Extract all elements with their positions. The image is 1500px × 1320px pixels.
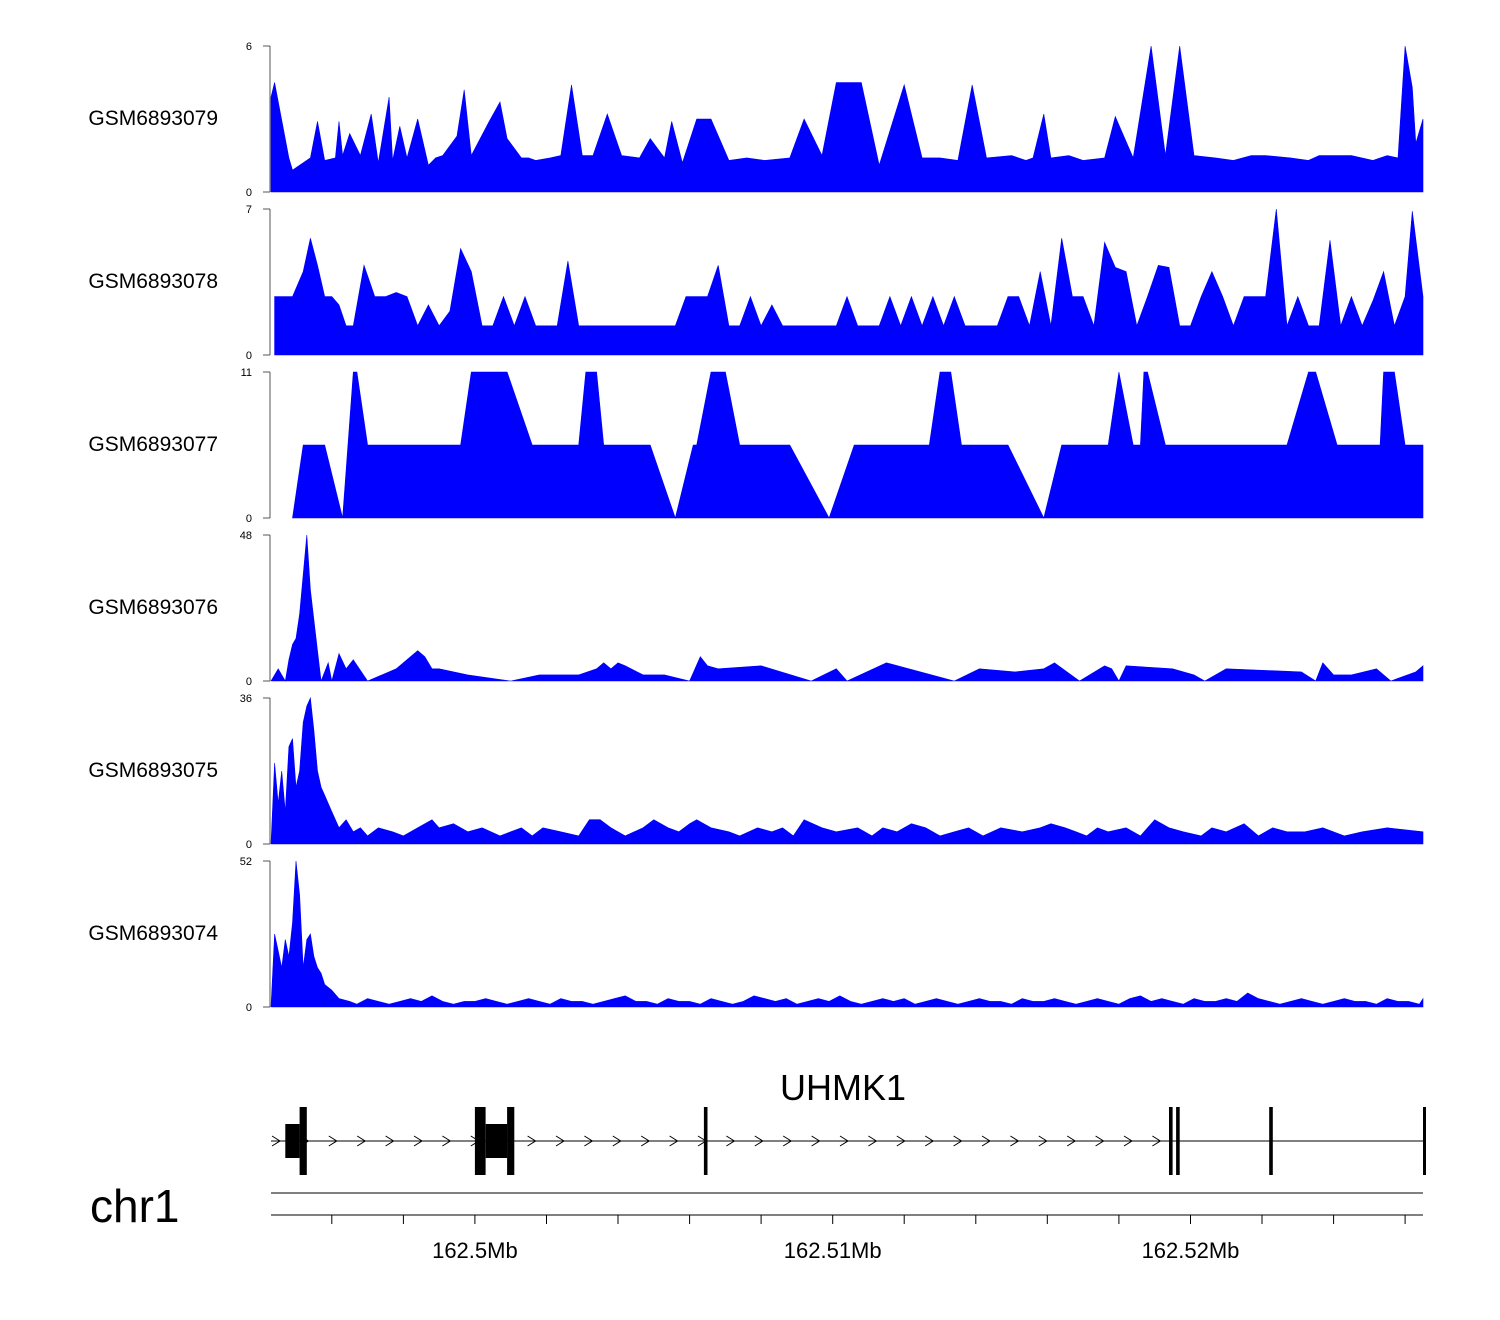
y-tick-label-min: 0	[246, 676, 252, 688]
utr-block	[285, 1124, 300, 1158]
utr-block	[1423, 1124, 1426, 1158]
y-tick-label-min: 0	[246, 187, 252, 199]
coverage-area	[270, 696, 1424, 845]
coverage-area	[292, 371, 1424, 520]
utr-block	[485, 1124, 508, 1158]
track-GSM6893077: GSM6893077 11 0	[88, 367, 1424, 525]
strand-arrow	[1123, 1135, 1133, 1147]
strand-arrow	[385, 1135, 395, 1147]
axis-tick-label: 162.51Mb	[784, 1238, 882, 1263]
strand-arrow	[640, 1135, 651, 1147]
strand-arrow	[555, 1135, 565, 1147]
exon-block	[507, 1107, 515, 1175]
y-tick-label-min: 0	[246, 839, 252, 851]
track-label: GSM6893076	[88, 596, 218, 619]
strand-arrows	[271, 1135, 1162, 1147]
axis-ticks: 162.5Mb 162.51Mb 162.52Mb	[331, 1215, 1406, 1263]
coverage-area	[274, 208, 1424, 356]
genome-axis: 162.5Mb 162.51Mb 162.52Mb chr1	[90, 1180, 1423, 1263]
gene-name-label: UHMK1	[780, 1067, 906, 1108]
strand-arrow	[754, 1135, 764, 1147]
strand-arrow	[413, 1135, 423, 1147]
strand-arrow	[953, 1135, 963, 1147]
track-GSM6893076: GSM6893076 48 0	[88, 530, 1424, 688]
strand-arrow	[271, 1135, 281, 1147]
strand-arrow	[1152, 1135, 1162, 1147]
strand-arrow	[868, 1135, 878, 1147]
y-tick-label-max: 36	[240, 693, 252, 705]
strand-arrow	[584, 1135, 594, 1147]
strand-arrow	[782, 1135, 793, 1147]
exon-block	[474, 1107, 486, 1175]
coverage-area	[270, 860, 1424, 1008]
y-tick-label-max: 6	[246, 41, 252, 53]
exon-block	[703, 1107, 708, 1175]
y-tick-label-min: 0	[246, 513, 252, 525]
strand-arrow	[924, 1135, 935, 1147]
axis-tick-label: 162.5Mb	[432, 1238, 518, 1263]
track-label: GSM6893078	[88, 270, 218, 293]
exon-block	[1176, 1107, 1180, 1175]
track-label: GSM6893077	[88, 433, 218, 456]
y-tick-label-max: 7	[246, 204, 252, 216]
coverage-area	[270, 45, 1424, 193]
y-tick-label-max: 11	[241, 367, 252, 379]
gene-exons	[285, 1107, 1426, 1175]
coverage-area	[270, 534, 1424, 682]
strand-arrow	[981, 1135, 991, 1147]
track-GSM6893075: GSM6893075 36 0	[88, 693, 1424, 851]
strand-arrow	[811, 1135, 821, 1147]
y-tick-label-min: 0	[246, 1002, 252, 1014]
strand-arrow	[612, 1135, 622, 1147]
y-tick-label-max: 48	[240, 530, 252, 542]
strand-arrow	[1038, 1135, 1048, 1147]
chromosome-label: chr1	[90, 1180, 179, 1232]
coverage-tracks: GSM689307960GSM689307870GSM6893077110GSM…	[88, 41, 1424, 1014]
axis-tick-label: 162.52Mb	[1142, 1238, 1240, 1263]
track-label: GSM6893074	[88, 922, 218, 945]
track-label: GSM6893079	[88, 107, 218, 130]
track-GSM6893074: GSM6893074 52 0	[88, 856, 1424, 1014]
strand-arrow	[442, 1135, 452, 1147]
exon-block	[1269, 1107, 1273, 1175]
y-tick-label-max: 52	[240, 856, 252, 868]
strand-arrow	[356, 1135, 367, 1147]
track-GSM6893079: GSM6893079 6 0	[88, 41, 1424, 199]
strand-arrow	[1066, 1135, 1077, 1147]
y-tick-label-min: 0	[246, 350, 252, 362]
exon-block	[299, 1107, 307, 1175]
exon-block	[1169, 1107, 1173, 1175]
track-GSM6893078: GSM6893078 7 0	[88, 204, 1424, 362]
track-label: GSM6893075	[88, 759, 218, 782]
strand-arrow	[669, 1135, 679, 1147]
strand-arrow	[1095, 1135, 1105, 1147]
strand-arrow	[896, 1135, 906, 1147]
strand-arrow	[328, 1135, 338, 1147]
strand-arrow	[1010, 1135, 1020, 1147]
strand-arrow	[839, 1135, 849, 1147]
gene-model-track: UHMK1	[271, 1067, 1426, 1175]
strand-arrow	[726, 1135, 736, 1147]
strand-arrow	[527, 1135, 537, 1147]
